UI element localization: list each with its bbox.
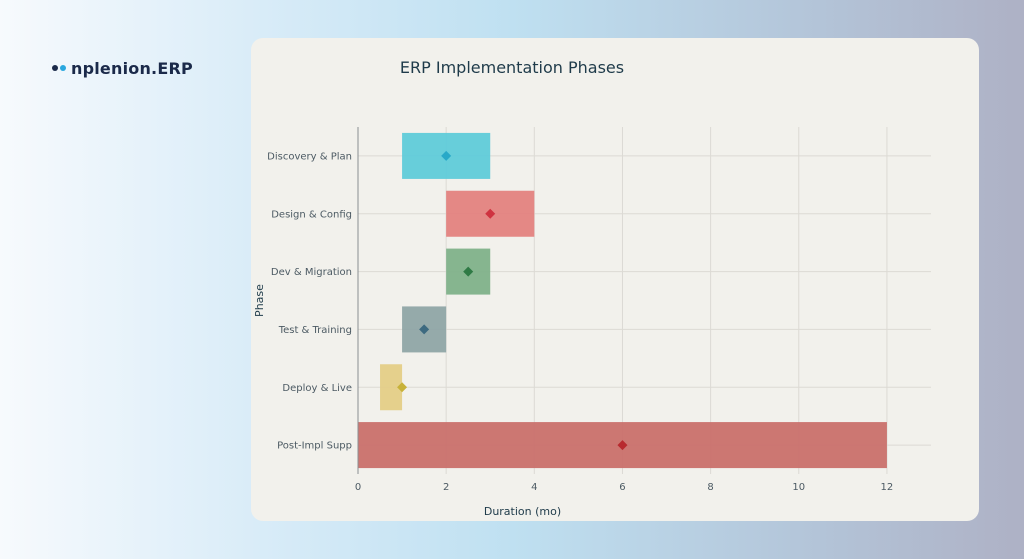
brand-name: nplenion.ERP [71, 58, 193, 78]
y-tick-label: Post-Impl Supp [277, 441, 352, 452]
midpoint-marker [397, 382, 408, 393]
midpoint-marker [485, 208, 496, 219]
midpoint-marker [463, 266, 474, 277]
phase-bar [380, 364, 403, 411]
y-tick-label: Discovery & Plan [267, 151, 352, 162]
x-tick-label: 2 [443, 482, 449, 493]
y-tick-label: Deploy & Live [282, 383, 352, 394]
x-tick-label: 6 [619, 482, 625, 493]
logo-dot [52, 65, 58, 71]
x-tick-label: 8 [707, 482, 713, 493]
y-tick-label: Design & Config [271, 209, 352, 220]
midpoint-marker [617, 440, 628, 451]
x-tick-label: 10 [792, 482, 805, 493]
logo-dot [60, 65, 66, 71]
midpoint-marker [441, 150, 452, 161]
logo-dots-icon [52, 65, 68, 71]
x-tick-label: 12 [881, 482, 894, 493]
brand-logo: nplenion.ERP [52, 57, 193, 79]
y-tick-label: Test & Training [278, 325, 352, 336]
y-axis-label: Phase [253, 284, 266, 317]
chart-title: ERP Implementation Phases [399, 58, 625, 77]
y-tick-label: Dev & Migration [271, 267, 352, 278]
midpoint-marker [419, 324, 430, 335]
x-tick-label: 0 [355, 482, 361, 493]
x-tick-label: 4 [531, 482, 537, 493]
x-axis-label: Duration (mo) [484, 505, 561, 518]
